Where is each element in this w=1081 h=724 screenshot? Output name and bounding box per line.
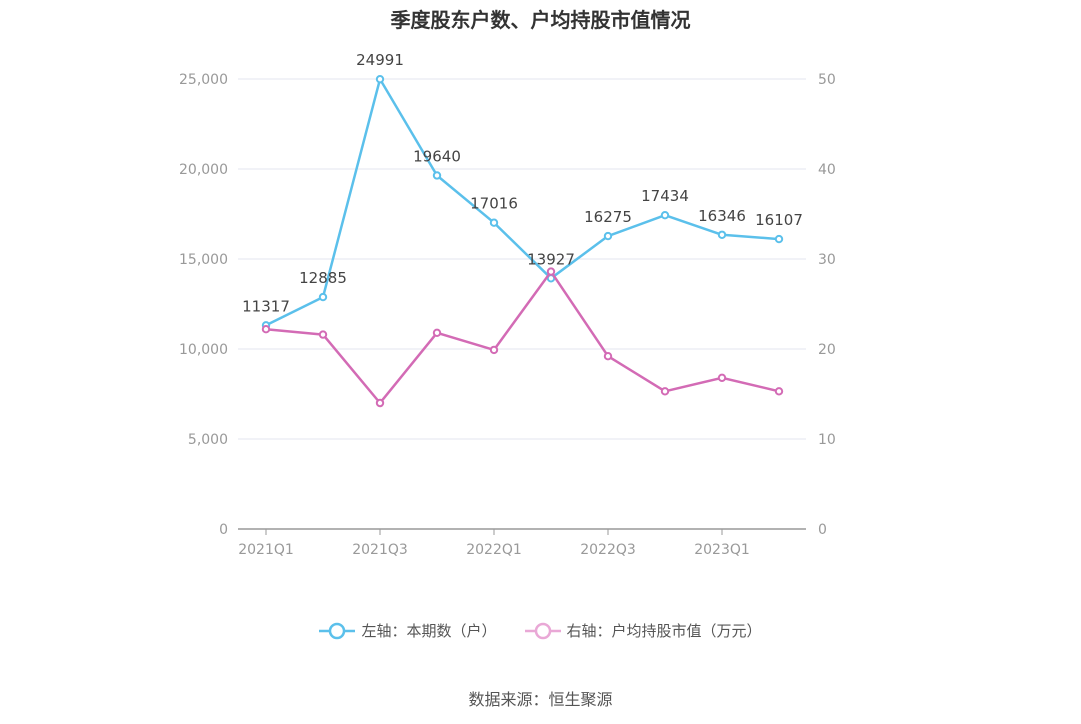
data-label: 19640 [413, 147, 461, 165]
data-label: 16346 [698, 207, 746, 225]
right-series-point [432, 328, 442, 337]
y-right-tick-label: 10 [818, 432, 836, 448]
right-series-point [660, 387, 670, 396]
legend-item-right-series[interactable]: 右轴：户均持股市值（万元） [524, 620, 762, 641]
left-series-point [432, 171, 442, 180]
right-series-line [265, 270, 780, 405]
left-series-point [603, 231, 613, 241]
legend-right-series-label: 右轴：户均持股市值（万元） [566, 622, 762, 640]
data-label: 17434 [641, 187, 689, 205]
right-series-point [261, 325, 271, 334]
data-label: 12885 [299, 269, 347, 287]
data-label: 11317 [242, 297, 290, 315]
left-series-point [375, 74, 385, 84]
y-right-tick-label: 20 [818, 342, 836, 358]
x-tick-label: 2022Q3 [580, 542, 636, 558]
data-label: 16107 [755, 211, 803, 229]
left-series-point [660, 210, 670, 220]
legend: 左轴：本期数（户） 右轴：户均持股市值（万元） [0, 620, 1081, 641]
left-series-point [774, 234, 784, 244]
right-series-point [717, 373, 727, 382]
y-right-tick-label: 50 [818, 72, 836, 88]
right-series-point [774, 387, 784, 396]
y-right-tick-label: 40 [818, 162, 836, 178]
right-series-point [375, 398, 385, 408]
left-series-point [318, 292, 328, 302]
left-series-point [489, 218, 499, 227]
data-label: 17016 [470, 195, 518, 213]
y-left-tick-label: 20,000 [179, 162, 228, 178]
x-tick-label: 2021Q1 [238, 542, 294, 558]
data-label: 13927 [527, 250, 575, 268]
x-tick-label: 2021Q3 [352, 542, 408, 558]
data-label: 24991 [356, 51, 404, 69]
data-label: 16275 [584, 208, 632, 226]
right-series-point [546, 267, 556, 276]
legend-right-series-icon [524, 622, 561, 639]
y-left-tick-label: 10,000 [179, 342, 228, 358]
left-series-point [717, 230, 727, 239]
y-left-tick-label: 25,000 [179, 72, 228, 88]
x-tick-label: 2022Q1 [466, 542, 522, 558]
data-source: 数据来源：恒生聚源 [468, 690, 613, 709]
right-series-point [603, 352, 613, 361]
y-right-tick-label: 30 [818, 252, 836, 268]
y-left-tick-label: 5,000 [188, 432, 228, 448]
legend-left-series-label: 左轴：本期数（户） [361, 622, 497, 640]
legend-item-left-series[interactable]: 左轴：本期数（户） [319, 620, 497, 641]
y-left-tick-label: 0 [219, 522, 228, 538]
right-series-point [318, 330, 328, 339]
y-left-tick-label: 15,000 [179, 252, 228, 268]
chart-title: 季度股东户数、户均持股市值情况 [390, 8, 691, 32]
left-series-line [265, 77, 780, 327]
y-right-tick-label: 0 [818, 522, 827, 538]
legend-left-series-icon [319, 622, 356, 639]
right-series-point [489, 345, 499, 355]
x-tick-label: 2023Q1 [694, 542, 750, 558]
